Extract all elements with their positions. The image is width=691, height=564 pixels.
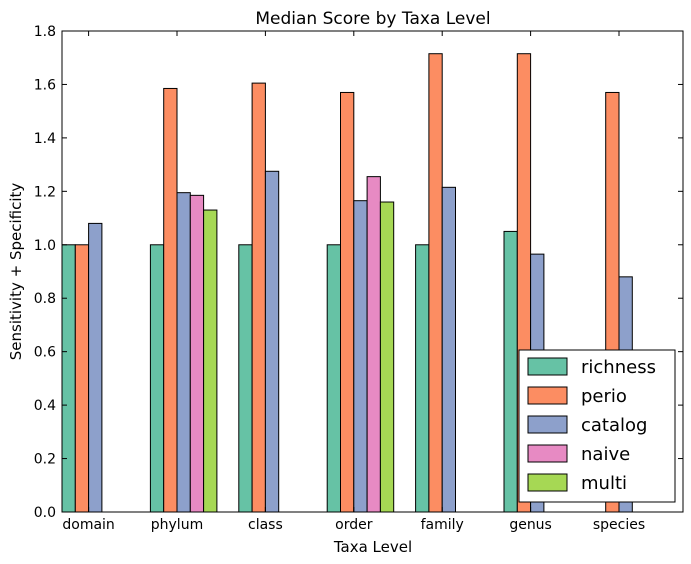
bar-naive-phylum — [189, 194, 205, 513]
bar-multi-order — [379, 201, 395, 513]
legend: richness perio catalog naive multi — [518, 349, 676, 503]
y-tick-label: 0.6 — [34, 345, 56, 361]
bar-multi-phylum — [203, 209, 218, 513]
legend-label-perio: perio — [581, 386, 627, 407]
x-tick-label: species — [593, 517, 645, 533]
y-tick-label: 1.8 — [34, 24, 56, 40]
bar-richness-order — [326, 244, 342, 513]
y-axis: 0.0 0.2 0.4 0.6 0.8 1.0 1.2 1.4 1.6 1.8 — [34, 24, 683, 521]
legend-label-catalog: catalog — [581, 415, 647, 436]
bar-richness-genus — [503, 230, 518, 513]
legend-swatch-naive — [527, 444, 568, 463]
bar-richness-family — [415, 244, 430, 513]
bar-richness-domain — [61, 244, 76, 513]
y-tick-label: 1.2 — [34, 184, 56, 200]
legend-swatch-multi — [527, 473, 568, 492]
legend-label-multi: multi — [581, 473, 627, 494]
bar-richness-phylum — [149, 244, 165, 513]
bar-catalog-family — [441, 186, 457, 513]
bar-perio-phylum — [163, 87, 178, 513]
chart-title: Median Score by Taxa Level — [255, 9, 490, 29]
x-tick-label: genus — [509, 517, 552, 533]
x-tick-label: order — [335, 517, 373, 533]
bar-perio-family — [428, 53, 443, 513]
x-tick-label: family — [421, 517, 464, 533]
bar-perio-domain — [74, 244, 90, 513]
y-tick-label: 1.6 — [34, 77, 56, 93]
y-tick-label: 0.0 — [34, 505, 56, 521]
bar-perio-class — [251, 82, 266, 513]
y-tick-label: 1.0 — [34, 238, 56, 254]
x-axis: domain phylum class order family genus species — [62, 31, 645, 533]
plot-frame — [61, 30, 684, 513]
legend-swatch-catalog — [527, 415, 568, 434]
x-tick-label: domain — [62, 517, 114, 533]
y-tick-label: 1.4 — [34, 131, 56, 147]
legend-swatch-richness — [527, 357, 568, 376]
bar-catalog-class — [264, 170, 280, 513]
bar-naive-order — [366, 176, 381, 513]
y-tick-label: 0.8 — [34, 291, 56, 307]
y-tick-label: 0.4 — [34, 398, 56, 414]
bar-catalog-domain — [88, 222, 103, 513]
y-axis-label: Sensitivity + Specificity — [7, 183, 25, 361]
bar-catalog-phylum — [176, 192, 191, 513]
legend-label-naive: naive — [581, 444, 630, 465]
x-tick-label: phylum — [151, 517, 203, 533]
bar-perio-order — [340, 91, 355, 513]
bar-richness-class — [238, 244, 253, 513]
bar-catalog-order — [353, 200, 368, 513]
legend-swatch-perio — [527, 386, 568, 405]
x-axis-label: Taxa Level — [333, 538, 412, 556]
x-tick-label: class — [248, 517, 283, 533]
y-tick-label: 0.2 — [34, 452, 56, 468]
legend-label-richness: richness — [581, 357, 656, 378]
